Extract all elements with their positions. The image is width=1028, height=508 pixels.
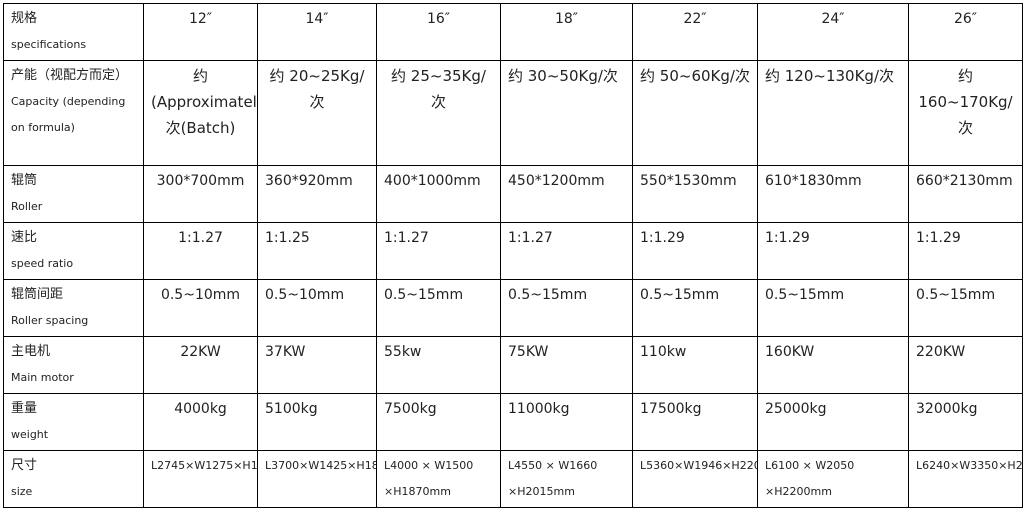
- table-cell: 25000kg: [757, 393, 909, 451]
- table-cell: 0.5~10mm: [143, 279, 258, 337]
- table-row: 主电机 Main motor 22KW 37KW 55kw 75KW 110kw 160KW 2…: [3, 336, 1023, 394]
- table-cell: 4000kg: [143, 393, 258, 451]
- table-cell: 220KW: [908, 336, 1023, 394]
- table-cell: 0.5~10mm: [257, 279, 377, 337]
- row-label-en: Roller spacing: [11, 314, 89, 327]
- table-cell: 360*920mm: [257, 165, 377, 223]
- table-cell: 110kw: [632, 336, 758, 394]
- row-label-cn: 辊筒间距: [11, 287, 64, 302]
- row-label: 规格 specifications: [3, 3, 144, 61]
- table-cell: L4000 × W1500 ×H1870mm: [376, 450, 501, 508]
- row-label-en: Capacity (depending on formula): [11, 95, 126, 134]
- row-label-en: size: [11, 485, 33, 498]
- table-cell: 0.5~15mm: [908, 279, 1023, 337]
- table-cell: 12″: [143, 3, 258, 61]
- table-cell: 1:1.29: [632, 222, 758, 280]
- row-label-en: Roller: [11, 200, 43, 213]
- table-row: 重量 weight 4000kg 5100kg 7500kg 11000kg 17500kg…: [3, 393, 1023, 451]
- spec-table: 规格 specifications 12″ 14″ 16″ 18″ 22″ 24″ 26″ 产能（…: [3, 3, 1023, 508]
- table-cell: 约 30~50Kg/次: [500, 60, 633, 166]
- table-cell: 22KW: [143, 336, 258, 394]
- table-cell: 约 25~35Kg/次: [376, 60, 501, 166]
- table-cell: 1:1.25: [257, 222, 377, 280]
- table-cell: 55kw: [376, 336, 501, 394]
- table-row: 速比 speed ratio 1:1.27 1:1.25 1:1.27 1:1.27 1:1…: [3, 222, 1023, 280]
- table-cell: 7500kg: [376, 393, 501, 451]
- table-cell: 14″: [257, 3, 377, 61]
- table-cell: 0.5~15mm: [500, 279, 633, 337]
- table-cell: 1:1.29: [908, 222, 1023, 280]
- table-row: 辊筒间距 Roller spacing 0.5~10mm 0.5~10mm 0.5~15…: [3, 279, 1023, 337]
- table-cell: 37KW: [257, 336, 377, 394]
- row-label: 尺寸 size: [3, 450, 144, 508]
- table-cell: 22″: [632, 3, 758, 61]
- table-cell: 450*1200mm: [500, 165, 633, 223]
- table-cell: 约 120~130Kg/次: [757, 60, 909, 166]
- table-cell: 0.5~15mm: [757, 279, 909, 337]
- table-cell: 1:1.27: [500, 222, 633, 280]
- table-cell: 24″: [757, 3, 909, 61]
- row-label-cn: 重量: [11, 401, 38, 416]
- table-cell: 11000kg: [500, 393, 633, 451]
- table-row: 规格 specifications 12″ 14″ 16″ 18″ 22″ 24″ 26″: [3, 3, 1023, 61]
- table-cell: 0.5~15mm: [632, 279, 758, 337]
- table-cell: 0.5~15mm: [376, 279, 501, 337]
- table-cell: 约 160~170Kg/次: [908, 60, 1023, 166]
- table-cell: 1:1.27: [376, 222, 501, 280]
- table-cell: 610*1830mm: [757, 165, 909, 223]
- table-cell: 75KW: [500, 336, 633, 394]
- table-cell: L5360×W1946×H2200mm: [632, 450, 758, 508]
- table-cell: 160KW: [757, 336, 909, 394]
- table-cell: 660*2130mm: [908, 165, 1023, 223]
- table-cell: L6100 × W2050 ×H2200mm: [757, 450, 909, 508]
- row-label-cn: 规格: [11, 11, 38, 26]
- table-cell: 17500kg: [632, 393, 758, 451]
- row-label-cn: 产能（视配方而定）: [11, 68, 129, 83]
- table-cell: 1:1.27: [143, 222, 258, 280]
- row-label-en: speed ratio: [11, 257, 74, 270]
- row-label-en: Main motor: [11, 371, 74, 384]
- row-label-cn: 尺寸: [11, 458, 38, 473]
- row-label-en: weight: [11, 428, 49, 441]
- table-cell: L6240×W3350×H2670mm: [908, 450, 1023, 508]
- table-row: 尺寸 size L2745×W1275×H1657mmL3700×W1425×H18…: [3, 450, 1023, 508]
- row-label: 辊筒 Roller: [3, 165, 144, 223]
- row-label-cn: 辊筒: [11, 173, 38, 188]
- table-cell: 300*700mm: [143, 165, 258, 223]
- table-cell: 18″: [500, 3, 633, 61]
- row-label-cn: 速比: [11, 230, 38, 245]
- table-cell: 约 20~25Kg/次: [257, 60, 377, 166]
- table-cell: L3700×W1425×H1870mm: [257, 450, 377, 508]
- table-cell: 5100kg: [257, 393, 377, 451]
- table-cell: 32000kg: [908, 393, 1023, 451]
- row-label: 速比 speed ratio: [3, 222, 144, 280]
- row-label: 主电机 Main motor: [3, 336, 144, 394]
- table-cell: 1:1.29: [757, 222, 909, 280]
- table-cell: 16″: [376, 3, 501, 61]
- table-cell: 400*1000mm: [376, 165, 501, 223]
- table-cell: L4550 × W1660 ×H2015mm: [500, 450, 633, 508]
- table-row: 产能（视配方而定） Capacity (depending on formula)…: [3, 60, 1023, 166]
- table-cell: 约(Approximately)15~20Kg/次(Batch): [143, 60, 258, 166]
- table-cell: 26″: [908, 3, 1023, 61]
- row-label: 重量 weight: [3, 393, 144, 451]
- row-label: 产能（视配方而定） Capacity (depending on formula): [3, 60, 144, 166]
- table-cell: 约 50~60Kg/次: [632, 60, 758, 166]
- table-cell: 550*1530mm: [632, 165, 758, 223]
- row-label-cn: 主电机: [11, 344, 51, 359]
- row-label-en: specifications: [11, 38, 87, 51]
- row-label: 辊筒间距 Roller spacing: [3, 279, 144, 337]
- table-row: 辊筒 Roller 300*700mm 360*920mm 400*1000mm 450*…: [3, 165, 1023, 223]
- table-cell: L2745×W1275×H1657mm: [143, 450, 258, 508]
